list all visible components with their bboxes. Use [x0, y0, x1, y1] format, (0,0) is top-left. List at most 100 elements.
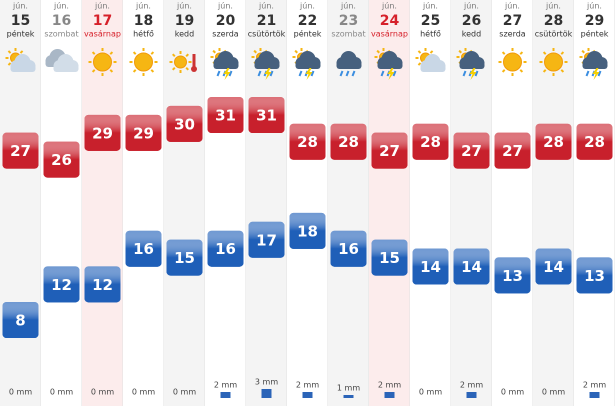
precipitation-label: 0 mm: [9, 388, 32, 397]
day-number: 21: [257, 13, 276, 29]
temperature-gloss: [412, 248, 449, 285]
precipitation-bar: [302, 392, 313, 398]
precipitation-label: 2 mm: [583, 381, 606, 390]
month-label: jún.: [53, 2, 69, 11]
lightning: [264, 68, 272, 80]
temperature-gloss: [453, 132, 490, 169]
temperature-gloss: [248, 221, 285, 258]
sun-ray: [172, 66, 176, 71]
month-label: jún.: [504, 2, 520, 11]
month-label: jún.: [463, 2, 479, 11]
column: [164, 0, 205, 406]
sun: [174, 55, 187, 69]
precipitation-label: 0 mm: [50, 388, 73, 397]
sun-ray: [109, 51, 114, 55]
sun-ray: [212, 49, 216, 54]
lightning: [305, 68, 313, 80]
precipitation-label: 2 mm: [296, 381, 319, 390]
cloud: [420, 65, 446, 72]
weekday-label: szerda: [499, 30, 526, 39]
sun-ray: [458, 49, 462, 54]
month-label: jún.: [340, 2, 356, 11]
weekday-label: szombat: [44, 30, 78, 39]
temperature-label: 27: [502, 142, 523, 160]
temperature-gloss: [535, 123, 572, 160]
temperature-gloss: [166, 105, 203, 142]
raindrop: [298, 70, 303, 77]
sun-ray: [185, 53, 189, 58]
weekday-label: szerda: [212, 30, 239, 39]
temperature-gloss: [125, 230, 162, 267]
raindrop: [392, 70, 397, 77]
month-label: jún.: [12, 2, 28, 11]
temperature-label: 29: [133, 124, 154, 142]
day-number: 18: [134, 13, 153, 29]
temperature-label: 12: [51, 276, 72, 294]
sun-ray: [560, 51, 565, 55]
sun-ray: [417, 50, 422, 54]
temperature-gloss: [371, 132, 408, 169]
sun: [134, 52, 153, 72]
day-number: 28: [544, 13, 563, 29]
cloud: [53, 65, 79, 72]
sun-ray: [542, 69, 547, 73]
day-number: 29: [585, 13, 604, 29]
weekday-label: csütörtök: [535, 30, 573, 39]
lightning: [223, 68, 231, 80]
cloud: [582, 62, 608, 69]
temperature-gloss: [43, 266, 80, 303]
temperature-label: 16: [215, 240, 236, 258]
sun-ray: [253, 49, 257, 54]
cloud: [10, 65, 36, 72]
month-label: jún.: [545, 2, 561, 11]
temperature-gloss: [84, 266, 121, 303]
sun-ray: [501, 51, 506, 55]
temperature-gloss: [330, 123, 367, 160]
precipitation-label: 0 mm: [501, 388, 524, 397]
temperature-gloss: [371, 239, 408, 276]
sun-ray: [132, 69, 137, 73]
month-label: jún.: [299, 2, 315, 11]
temperature-gloss: [248, 97, 285, 133]
sun-ray: [91, 69, 96, 73]
temperature-label: 28: [420, 133, 441, 151]
sun-ray: [91, 51, 96, 55]
temperature-gloss: [330, 230, 367, 267]
raindrop: [380, 70, 385, 77]
raindrop: [216, 70, 221, 77]
day-number: 19: [175, 13, 194, 29]
temperature-gloss: [453, 248, 490, 285]
temperature-label: 28: [584, 133, 605, 151]
day-number: 23: [339, 13, 358, 29]
temperature-label: 17: [256, 231, 277, 249]
cloud: [213, 62, 239, 69]
raindrop: [585, 70, 590, 77]
day-number: 17: [93, 13, 112, 29]
temperature-label: 16: [133, 240, 154, 258]
precipitation-bar: [384, 392, 395, 398]
sun-ray: [429, 50, 434, 54]
temperature-label: 15: [174, 249, 195, 267]
lightning: [387, 68, 395, 80]
lightning: [469, 68, 477, 80]
cloud: [459, 62, 485, 69]
raindrop: [597, 70, 602, 77]
temperature-label: 27: [379, 142, 400, 160]
sun-ray: [7, 50, 12, 54]
sun-ray: [519, 69, 524, 73]
temperature-gloss: [207, 97, 244, 133]
temperature-gloss: [289, 212, 326, 249]
raindrop: [339, 70, 344, 77]
temperature-gloss: [576, 257, 613, 294]
temperature-gloss: [84, 114, 121, 151]
weekday-label: vasárnap: [371, 30, 408, 39]
cloud: [336, 62, 362, 69]
sun-ray: [560, 69, 565, 73]
temperature-label: 30: [174, 115, 195, 133]
precipitation-label: 2 mm: [378, 381, 401, 390]
precipitation-label: 0 mm: [542, 388, 565, 397]
sun-ray: [150, 69, 155, 73]
temperature-gloss: [166, 239, 203, 276]
sun: [93, 52, 112, 72]
